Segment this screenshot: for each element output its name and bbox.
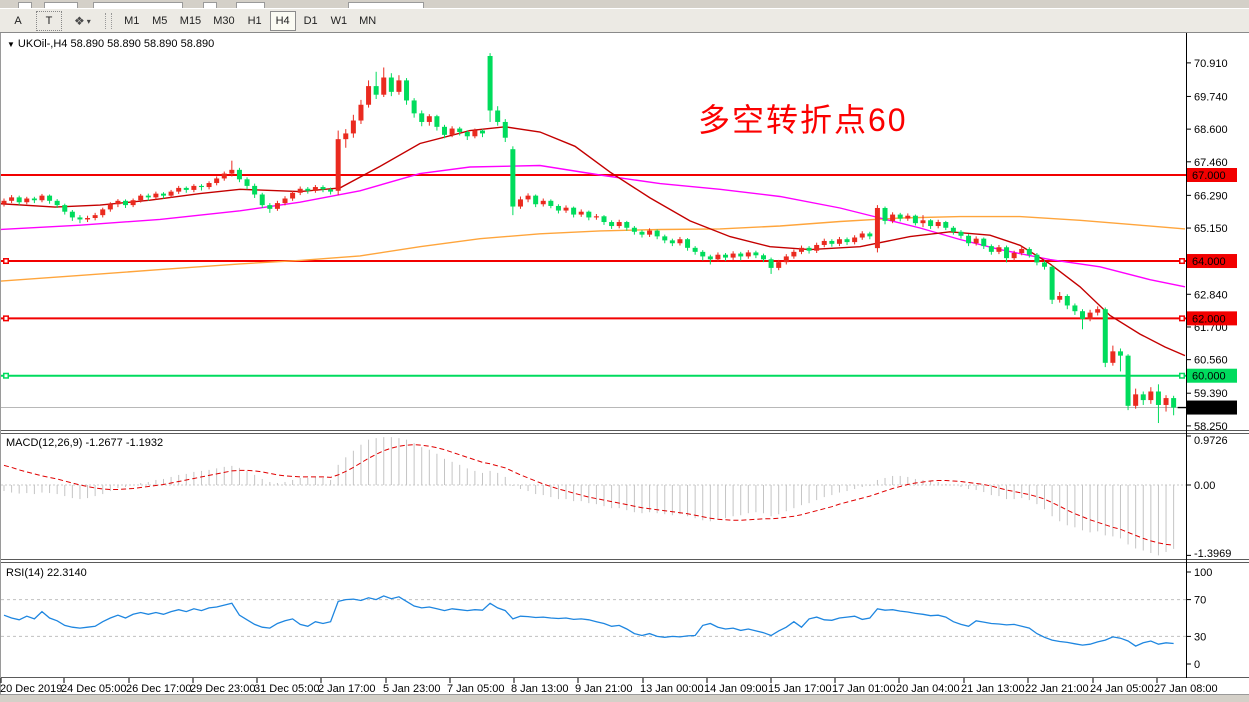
- price-badge-text: 64.000: [1192, 256, 1226, 268]
- price-badge-text: 58.890: [1192, 403, 1226, 415]
- macd-axis-label: 0.9726: [1194, 435, 1228, 447]
- time-axis-label: 24 Dec 05:00: [61, 683, 126, 695]
- timeframe-button-m1[interactable]: M1: [124, 15, 140, 27]
- ma-slow-orange: [1, 215, 1186, 282]
- top-strip-sliver: [93, 2, 183, 9]
- rsi-line: [3, 595, 1174, 647]
- time-axis-label: 5 Jan 23:00: [383, 683, 441, 695]
- colors-tool-button[interactable]: ❖ ▾: [69, 11, 96, 31]
- price-axis-label: 65.150: [1194, 223, 1228, 235]
- price-badge: [1187, 168, 1237, 182]
- price-axis-label: 59.390: [1194, 388, 1228, 400]
- price-badge-text: 67.000: [1192, 170, 1226, 182]
- symbol-title-text: UKOil-,H4 58.890 58.890 58.890 58.890: [17, 38, 215, 50]
- chart-window[interactable]: ▼ UKOil-,H4 58.890 58.890 58.890 58.890 M…: [0, 32, 1249, 695]
- top-strip-sliver: [44, 2, 78, 9]
- timeframe-button-w1[interactable]: W1: [330, 15, 348, 27]
- top-window-strip: [0, 0, 1249, 9]
- price-axis-label: 66.290: [1194, 190, 1228, 202]
- symbol-title: ▼ UKOil-,H4 58.890 58.890 58.890 58.890: [7, 38, 214, 50]
- macd-axis-label: -1.3969: [1194, 548, 1231, 560]
- rsi-axis-label: 30: [1194, 631, 1206, 643]
- time-axis-label: 9 Jan 21:00: [575, 683, 633, 695]
- macd-pane[interactable]: [1, 437, 1186, 556]
- rsi-axis-label: 100: [1194, 567, 1212, 579]
- time-axis-label: 26 Dec 17:00: [126, 683, 191, 695]
- rsi-axis[interactable]: 100 70 30 0: [1186, 567, 1212, 671]
- timeframe-button-m30[interactable]: M30: [213, 15, 235, 27]
- macd-axis[interactable]: 0.9726 0.00 -1.3969: [1186, 435, 1231, 560]
- time-axis-label: 29 Dec 23:00: [190, 683, 255, 695]
- timeframe-button-h4[interactable]: H4: [269, 11, 296, 31]
- price-badge: [1187, 254, 1237, 269]
- rsi-pane[interactable]: [1, 595, 1186, 647]
- price-badge: [1187, 311, 1237, 326]
- price-axis-label: 69.740: [1194, 91, 1228, 103]
- price-badge: [1187, 400, 1237, 415]
- time-axis-label: 21 Jan 13:00: [961, 683, 1025, 695]
- timeframe-button-group: M1 M5 M15 M30 H1 H4 D1 W1 MN: [118, 11, 382, 31]
- time-axis-label: 14 Jan 09:00: [704, 683, 768, 695]
- time-axis-label: 15 Jan 17:00: [768, 683, 832, 695]
- top-strip-sliver: [348, 2, 424, 9]
- rsi-indicator-label: RSI(14) 22.3140: [6, 567, 87, 579]
- timeframe-button-m5[interactable]: M5: [152, 15, 168, 27]
- price-badge-text: 62.000: [1192, 313, 1226, 325]
- time-axis-label: 17 Jan 01:00: [832, 683, 896, 695]
- chart-text-annotation[interactable]: 多空转折点60: [698, 102, 908, 138]
- crayons-icon: ❖: [74, 14, 85, 28]
- price-axis-label: 70.910: [1194, 58, 1228, 70]
- price-badge-text: 60.000: [1192, 371, 1226, 383]
- price-badge: [1187, 368, 1237, 383]
- timeframe-button-h1[interactable]: H1: [247, 15, 262, 27]
- time-axis-label: 20 Jan 04:00: [896, 683, 960, 695]
- price-axis-label: 67.460: [1194, 157, 1228, 169]
- timeframe-button-m15[interactable]: M15: [179, 15, 202, 27]
- time-axis-label: 7 Jan 05:00: [447, 683, 505, 695]
- time-axis-label: 13 Jan 00:00: [640, 683, 704, 695]
- chart-canvas[interactable]: 70.910 69.740 68.600 67.460 66.290 65.150 62.8…: [0, 33, 1249, 695]
- time-axis-label: 27 Jan 08:00: [1154, 683, 1218, 695]
- time-axis-label: 31 Dec 05:00: [254, 683, 319, 695]
- time-axis-label: 20 Dec 2019: [0, 683, 62, 695]
- macd-signal-line: [3, 444, 1174, 546]
- time-axis-label: 22 Jan 21:00: [1025, 683, 1089, 695]
- toolbar-grip[interactable]: [104, 13, 112, 29]
- rsi-axis-label: 70: [1194, 595, 1206, 607]
- cursor-tool-button[interactable]: A: [14, 15, 22, 27]
- text-tool-button[interactable]: T: [36, 11, 62, 31]
- chevron-down-icon: ▾: [86, 16, 91, 26]
- time-axis-label: 8 Jan 13:00: [511, 683, 569, 695]
- macd-indicator-label: MACD(12,26,9) -1.2677 -1.1932: [6, 437, 164, 449]
- ma-fast-red: [1, 126, 1186, 357]
- price-axis-label: 58.250: [1194, 421, 1228, 433]
- time-axis-label: 24 Jan 05:00: [1090, 683, 1154, 695]
- price-axis-label: 60.560: [1194, 355, 1228, 367]
- candles-layer: [1, 53, 1177, 424]
- macd-axis-label: 0.00: [1194, 480, 1215, 492]
- price-axis[interactable]: 70.910 69.740 68.600 67.460 66.290 65.150 62.8…: [1186, 58, 1237, 433]
- price-axis-label: 62.840: [1194, 289, 1228, 301]
- time-axis-label: 2 Jan 17:00: [318, 683, 376, 695]
- collapse-arrow-icon[interactable]: ▼: [7, 40, 15, 49]
- timeframe-button-d1[interactable]: D1: [303, 15, 318, 27]
- price-axis-label: 68.600: [1194, 124, 1228, 136]
- top-strip-sliver: [18, 2, 32, 9]
- timeframe-button-mn[interactable]: MN: [359, 15, 377, 27]
- top-strip-sliver: [236, 2, 265, 9]
- rsi-axis-label: 0: [1194, 659, 1200, 671]
- bottom-window-strip: [0, 694, 1249, 702]
- main-price-pane[interactable]: [0, 53, 1186, 424]
- top-strip-sliver: [203, 2, 217, 9]
- toolbar: A T ❖ ▾ M1 M5 M15 M30 H1 H4 D1 W1 MN: [0, 8, 1249, 33]
